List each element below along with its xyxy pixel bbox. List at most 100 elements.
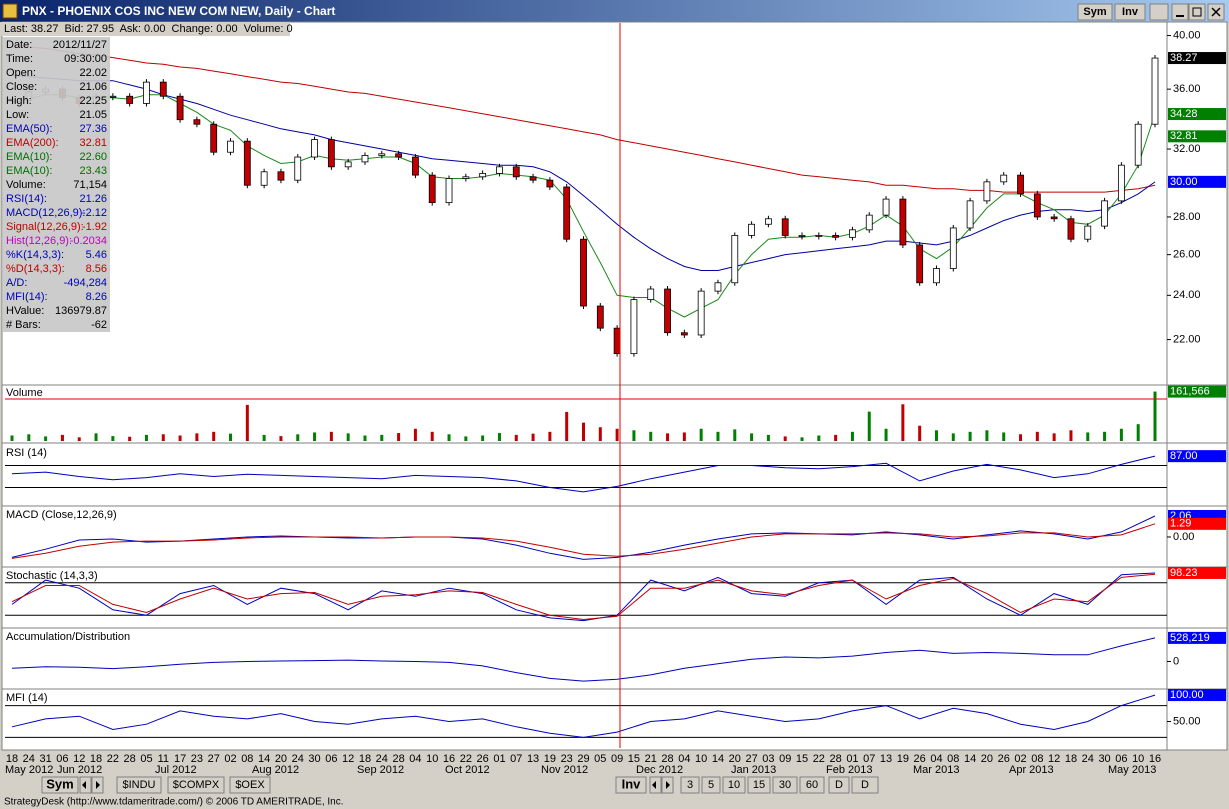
volume-bar xyxy=(750,433,754,441)
candle xyxy=(580,238,587,307)
toolbar-button[interactable] xyxy=(615,776,647,794)
title-bar xyxy=(0,0,1229,22)
volume-bar xyxy=(329,431,333,441)
toolbar-button[interactable] xyxy=(116,776,162,794)
candle xyxy=(630,299,638,355)
sym-button[interactable] xyxy=(1077,3,1113,21)
candle xyxy=(596,305,604,329)
toolbar-button-label[interactable]: 10 xyxy=(728,779,740,791)
info-value: 22.02 xyxy=(79,67,107,79)
candle xyxy=(1050,216,1058,220)
toolbar-button-label[interactable]: Sym xyxy=(46,776,73,791)
info-value: 136979.87 xyxy=(55,305,107,317)
info-label: HValue: xyxy=(6,305,44,317)
toolbar-button-label[interactable]: 30 xyxy=(779,779,791,791)
value-marker xyxy=(1168,517,1226,530)
toolbar-button[interactable] xyxy=(851,776,879,794)
volume-bar xyxy=(632,430,636,441)
indicator-line xyxy=(11,523,1156,559)
maximize-button[interactable] xyxy=(1188,3,1206,21)
volume-bar xyxy=(1035,431,1039,441)
candle xyxy=(832,235,840,238)
y-tick-label: 50.00 xyxy=(1173,715,1201,727)
candle xyxy=(949,227,957,269)
x-tick-label: 13 xyxy=(880,753,892,765)
toolbar-button[interactable] xyxy=(799,776,825,794)
x-tick-label: 08 xyxy=(1031,753,1043,765)
toolbar-button[interactable] xyxy=(680,776,700,794)
toolbar-button[interactable] xyxy=(229,776,271,794)
toolbar-button[interactable] xyxy=(772,776,798,794)
candle xyxy=(243,140,251,186)
volume-bar xyxy=(582,422,585,441)
x-tick-label: 18 xyxy=(6,753,18,765)
toolbar-button-label[interactable]: 15 xyxy=(753,779,765,791)
panel-label: RSI (14) xyxy=(6,447,47,459)
volume-bar xyxy=(144,434,148,441)
volume-bar xyxy=(598,427,602,441)
value-marker-label: 38.27 xyxy=(1170,52,1198,64)
toolbar-button-label[interactable]: 60 xyxy=(806,779,818,791)
candle xyxy=(865,214,873,231)
candle xyxy=(143,81,150,104)
volume-bar xyxy=(60,434,64,441)
info-value: 09:30:00 xyxy=(64,53,107,65)
inv-button-label[interactable]: Inv xyxy=(1122,6,1139,18)
toolbar-button-label[interactable]: $OEX xyxy=(235,779,265,791)
month-label: Jun 2012 xyxy=(57,764,102,776)
value-marker-label: 1.29 xyxy=(1170,518,1191,530)
x-tick-label: 06 xyxy=(56,753,68,765)
toolbar-button[interactable] xyxy=(747,776,771,794)
x-tick-label: 04 xyxy=(930,753,942,765)
toolbar-button[interactable] xyxy=(167,776,225,794)
info-label: EMA(50): xyxy=(6,123,52,135)
volume-bar xyxy=(27,434,31,441)
volume-bar xyxy=(800,437,804,441)
volume-bar xyxy=(649,431,653,441)
window-title: PNX - PHOENIX COS INC NEW COM NEW, Daily… xyxy=(22,4,335,18)
y-tick-label: 32.00 xyxy=(1173,143,1201,155)
toolbar-button-label[interactable]: 5 xyxy=(708,779,714,791)
inv-button[interactable] xyxy=(1114,3,1146,21)
volume-bar xyxy=(346,433,350,441)
detach-button[interactable] xyxy=(1149,3,1169,21)
info-panel xyxy=(3,37,110,332)
toolbar-button[interactable] xyxy=(828,776,850,794)
info-value: -2.12 xyxy=(82,207,107,219)
x-tick-label: 12 xyxy=(342,753,354,765)
toolbar-button-label[interactable]: D xyxy=(835,779,843,791)
candle xyxy=(327,139,335,168)
y-tick-label: 0 xyxy=(1173,655,1179,667)
info-label: EMA(200): xyxy=(6,137,59,149)
x-tick-label: 14 xyxy=(258,753,270,765)
volume-bar xyxy=(229,433,233,441)
volume-bar xyxy=(481,435,485,441)
volume-bar xyxy=(363,435,367,441)
toolbar-button[interactable] xyxy=(701,776,721,794)
volume-bar xyxy=(161,434,165,441)
volume-bar xyxy=(1002,432,1006,441)
toolbar-button-label[interactable]: D xyxy=(861,779,869,791)
minimize-button[interactable] xyxy=(1171,3,1189,21)
volume-bar xyxy=(212,431,216,441)
toolbar-button-label[interactable]: $COMPX xyxy=(173,779,220,791)
toolbar-button[interactable] xyxy=(41,776,79,794)
x-tick-label: 09 xyxy=(611,753,623,765)
toolbar-button-label[interactable]: Inv xyxy=(622,776,642,791)
x-tick-label: 02 xyxy=(1014,753,1026,765)
candle xyxy=(748,223,755,236)
indicator-line xyxy=(11,74,1156,271)
volume-bar xyxy=(531,433,535,441)
x-tick-label: 23 xyxy=(191,753,203,765)
sym-button-label[interactable]: Sym xyxy=(1083,6,1106,18)
candle xyxy=(176,95,184,121)
volume-bar xyxy=(901,404,905,441)
toolbar-button-label[interactable]: 3 xyxy=(687,779,693,791)
value-marker xyxy=(1168,631,1226,644)
toolbar-button[interactable] xyxy=(722,776,746,794)
toolbar-button-label[interactable]: $INDU xyxy=(122,779,155,791)
month-label: Jul 2012 xyxy=(155,764,197,776)
x-tick-label: 14 xyxy=(964,753,976,765)
candle xyxy=(126,95,134,104)
info-value: -0.2034 xyxy=(70,235,107,247)
